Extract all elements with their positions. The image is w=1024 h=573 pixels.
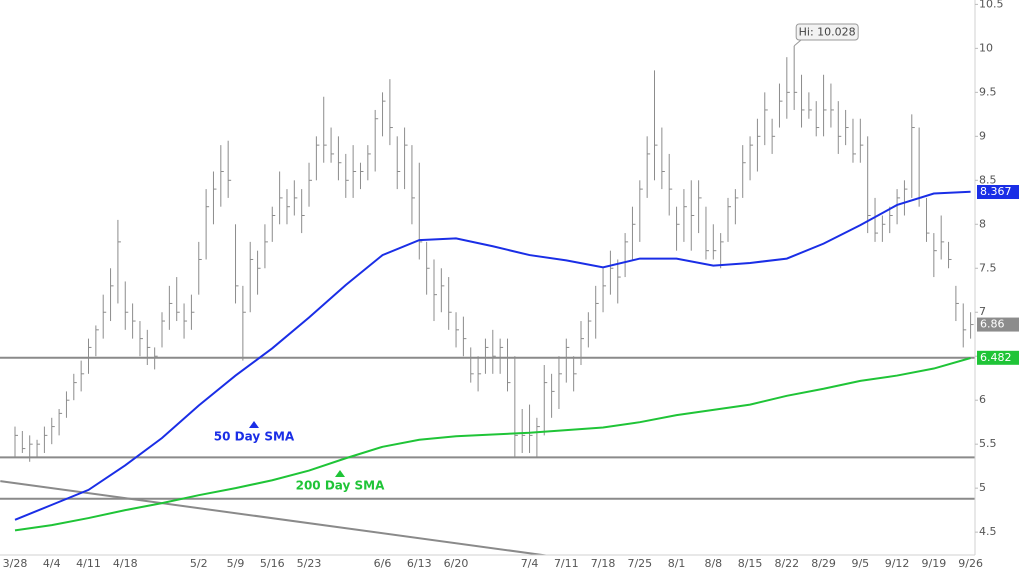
x-tick-label: 6/20	[444, 557, 469, 570]
y-tick-label: 5.5	[979, 437, 997, 450]
y-tick-label: 7.5	[979, 261, 997, 274]
x-tick-label: 4/18	[113, 557, 138, 570]
y-tick-label: 8.5	[979, 173, 997, 186]
x-tick-label: 6/6	[374, 557, 392, 570]
y-tick-label: 6	[979, 393, 986, 406]
sma-marker	[335, 470, 345, 477]
sma50-price-tag-box	[977, 185, 1019, 200]
sma-label: 50 Day SMA	[214, 430, 295, 444]
x-tick-label: 5/2	[190, 557, 208, 570]
x-tick-label: 8/22	[774, 557, 799, 570]
x-tick-label: 8/8	[704, 557, 722, 570]
x-tick-label: 7/25	[627, 557, 652, 570]
y-tick-label: 4.5	[979, 525, 997, 538]
sma50-price-tag: 8.367	[980, 185, 1012, 198]
y-tick-label: 9.5	[979, 85, 997, 98]
x-tick-label: 9/12	[885, 557, 910, 570]
x-tick-label: 8/29	[811, 557, 836, 570]
x-tick-label: 7/18	[591, 557, 616, 570]
y-tick-label: 10.5	[979, 0, 1004, 10]
x-tick-label: 6/13	[407, 557, 432, 570]
x-tick-label: 9/19	[921, 557, 946, 570]
last-price-tag-box	[977, 317, 1019, 332]
hi-callout: Hi: 10.028	[799, 26, 856, 39]
trend-line	[0, 480, 550, 555]
plot-area	[0, 45, 975, 555]
x-tick-label: 9/5	[851, 557, 869, 570]
x-tick-label: 8/1	[668, 557, 686, 570]
hi-callout-box	[795, 23, 859, 41]
sma-label: 200 Day SMA	[296, 479, 386, 493]
x-tick-label: 8/15	[738, 557, 763, 570]
x-tick-label: 7/4	[521, 557, 539, 570]
y-tick-label: 10	[979, 41, 993, 54]
y-tick-label: 8	[979, 217, 986, 230]
y-tick-label: 7	[979, 305, 986, 318]
y-tick-label: 9	[979, 129, 986, 142]
x-tick-label: 5/23	[297, 557, 322, 570]
x-tick-label: 5/16	[260, 557, 285, 570]
x-tick-label: 9/26	[958, 557, 983, 570]
last-price-tag: 6.86	[980, 318, 1005, 331]
x-tick-label: 3/28	[3, 557, 28, 570]
x-tick-label: 4/11	[76, 557, 101, 570]
y-tick-label: 5	[979, 481, 986, 494]
sma200-price-tag-box	[977, 350, 1019, 365]
sma-marker	[249, 421, 259, 428]
sma-line	[14, 357, 971, 532]
sma-line	[14, 190, 971, 521]
x-tick-label: 5/9	[227, 557, 245, 570]
x-tick-label: 4/4	[43, 557, 61, 570]
x-tick-label: 7/11	[554, 557, 579, 570]
sma200-price-tag: 6.482	[980, 351, 1012, 364]
